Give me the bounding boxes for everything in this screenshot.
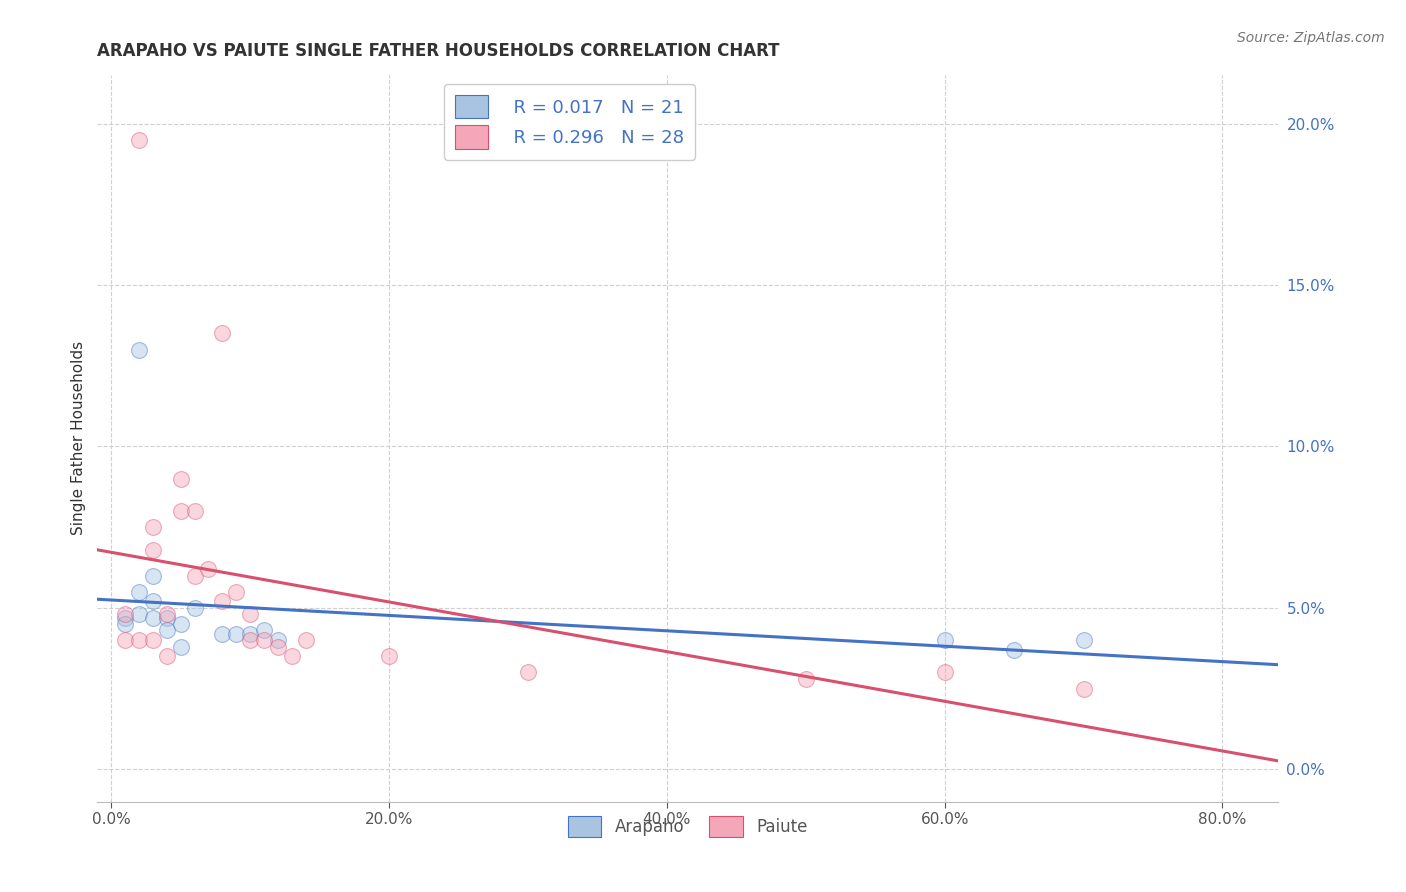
Point (253, 633, 276, 648)
Point (156, 607, 179, 622)
Point (114, 617, 136, 632)
Point (211, 626, 233, 640)
Point (114, 607, 136, 622)
Point (156, 649, 179, 664)
Point (267, 640, 290, 654)
Point (128, 607, 150, 622)
Point (170, 617, 193, 632)
Point (142, 542, 165, 557)
Text: Source: ZipAtlas.com: Source: ZipAtlas.com (1237, 31, 1385, 45)
Point (934, 633, 956, 648)
Point (114, 610, 136, 624)
Point (253, 624, 276, 638)
Point (170, 640, 193, 654)
Point (1073, 633, 1095, 648)
Point (294, 633, 316, 648)
Point (239, 626, 262, 640)
Point (142, 633, 165, 648)
Point (1073, 681, 1095, 696)
Point (170, 504, 193, 518)
Point (225, 584, 247, 599)
Point (142, 610, 165, 624)
Point (934, 665, 956, 680)
Point (267, 633, 290, 648)
Point (128, 584, 150, 599)
Point (239, 633, 262, 648)
Point (142, 594, 165, 608)
Point (794, 672, 817, 686)
Point (170, 472, 193, 486)
Point (142, 520, 165, 534)
Point (114, 633, 136, 648)
Point (197, 562, 219, 576)
Point (183, 504, 205, 518)
Point (378, 649, 401, 664)
Point (128, 343, 150, 357)
Point (183, 568, 205, 582)
Point (156, 624, 179, 638)
Point (1002, 643, 1025, 657)
Point (128, 633, 150, 648)
Point (142, 568, 165, 582)
Y-axis label: Single Father Households: Single Father Households (72, 342, 86, 535)
Legend: Arapaho, Paiute: Arapaho, Paiute (561, 809, 814, 844)
Point (128, 133, 150, 147)
Text: ARAPAHO VS PAIUTE SINGLE FATHER HOUSEHOLDS CORRELATION CHART: ARAPAHO VS PAIUTE SINGLE FATHER HOUSEHOL… (97, 42, 780, 60)
Point (225, 626, 247, 640)
Point (156, 610, 179, 624)
Point (517, 665, 540, 680)
Point (183, 600, 205, 615)
Point (281, 649, 304, 664)
Point (211, 326, 233, 341)
Point (239, 607, 262, 622)
Point (211, 594, 233, 608)
